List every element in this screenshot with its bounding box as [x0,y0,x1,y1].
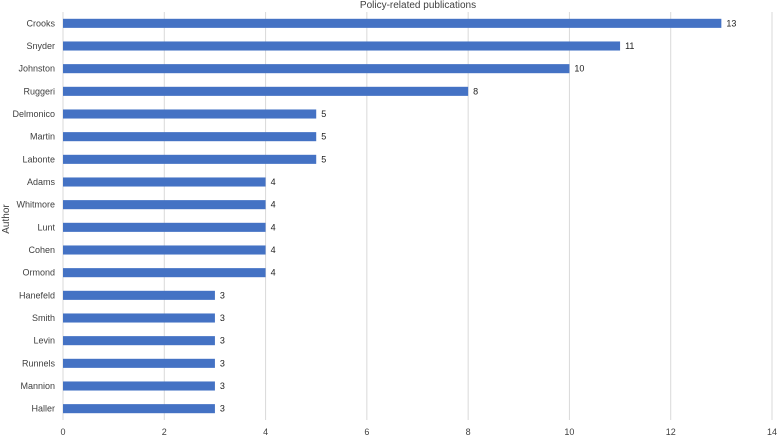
category-label: Lunt [37,222,55,232]
data-label: 10 [574,64,584,74]
bar [63,200,266,210]
x-tick-labels: 0 2 4 6 8 10 12 14 [60,427,777,437]
category-label: Cohen [28,245,55,255]
data-label: 3 [220,313,225,323]
bar [63,245,266,255]
gridlines [62,12,773,420]
category-label: Ruggeri [23,86,55,96]
bar [63,18,722,28]
bar [63,109,317,119]
data-label: 3 [220,336,225,346]
data-label: 3 [220,381,225,391]
data-label: 8 [473,86,478,96]
category-label: Runnels [22,358,56,368]
data-label: 11 [625,41,634,51]
bar [63,268,266,278]
category-label: Haller [31,404,55,414]
category-label: Levin [33,336,55,346]
bar [63,177,266,187]
bar [63,154,317,164]
x-tick-label: 10 [564,427,574,437]
x-tick-label: 14 [767,427,777,437]
bar [63,358,215,368]
category-label: Ormond [22,268,55,278]
category-labels: Crooks Snyder Johnston Ruggeri Delmonico Mart… [12,18,55,413]
data-label: 5 [321,109,326,119]
category-label: Delmonico [12,109,55,119]
data-label: 4 [271,200,276,210]
x-tick-label: 4 [263,427,268,437]
category-label: Whitmore [16,200,55,210]
bar [63,313,215,323]
x-tick-label: 12 [666,427,676,437]
data-label: 4 [271,222,276,232]
bar [63,64,570,74]
chart-title: Policy-related publications [360,0,476,11]
data-label: 13 [726,18,736,28]
bar [63,222,266,232]
bars [63,18,722,414]
category-label: Labonte [22,154,55,164]
category-label: Crooks [26,18,55,28]
category-label: Mannion [20,381,55,391]
bar [63,381,215,391]
data-label: 5 [321,132,326,142]
bar [63,336,215,346]
category-label: Hanefeld [19,290,55,300]
data-labels: 13 11 10 8 5 5 5 4 4 4 4 4 3 3 3 3 3 3 [220,18,736,413]
bar [63,41,621,51]
category-label: Smith [32,313,55,323]
data-label: 5 [321,154,326,164]
data-label: 4 [271,177,276,187]
data-label: 3 [220,404,225,414]
category-label: Adams [27,177,56,187]
category-label: Johnston [18,64,55,74]
data-label: 3 [220,358,225,368]
y-axis-title: Author [1,204,12,234]
category-label: Snyder [26,41,55,51]
category-label: Martin [30,132,55,142]
bar [63,290,215,300]
x-tick-label: 8 [466,427,471,437]
x-tick-label: 2 [162,427,167,437]
bar [63,132,317,142]
bar [63,86,469,96]
data-label: 4 [271,268,276,278]
data-label: 4 [271,245,276,255]
x-tick-label: 6 [364,427,369,437]
bar [63,404,215,414]
data-label: 3 [220,290,225,300]
x-tick-label: 0 [60,427,65,437]
